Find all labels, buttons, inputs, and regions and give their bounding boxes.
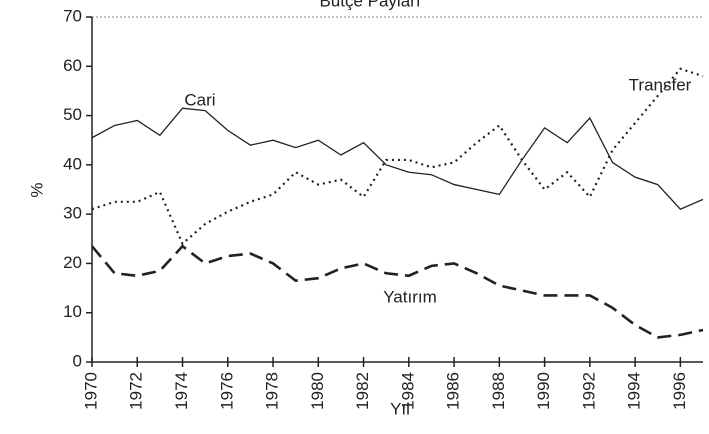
x-tick-label: 1988	[489, 372, 508, 410]
series-label: Cari	[184, 90, 215, 109]
x-tick-label: 1974	[172, 372, 191, 410]
series-label: Transfer	[629, 75, 692, 94]
series-line	[91, 67, 704, 246]
y-tick-label: 60	[63, 56, 82, 75]
y-tick-label: 50	[63, 105, 82, 124]
series-line	[91, 107, 704, 210]
x-axis-label: Yıl	[390, 399, 410, 418]
x-tick-label: 1982	[353, 372, 372, 410]
x-tick-label: 1986	[444, 372, 463, 410]
y-tick-label: 10	[63, 302, 82, 321]
x-tick-label: 1994	[625, 372, 644, 410]
series-line	[91, 244, 704, 339]
x-tick-label: 1992	[579, 372, 598, 410]
x-tick-label: 1984	[398, 372, 417, 410]
x-tick-label: 1976	[217, 372, 236, 410]
x-tick-label: 1990	[534, 372, 553, 410]
x-tick-label: 1970	[81, 372, 100, 410]
y-tick-label: 70	[63, 6, 82, 25]
y-tick-label: 40	[63, 154, 82, 173]
y-tick-label: 0	[73, 351, 82, 370]
x-tick-label: 1996	[670, 372, 689, 410]
y-axis-label: %	[27, 182, 46, 197]
series-label: Yatırım	[383, 287, 437, 306]
y-tick-label: 30	[63, 204, 82, 223]
x-tick-label: 1980	[308, 372, 327, 410]
x-tick-label: 1972	[127, 372, 146, 410]
x-tick-label: 1978	[263, 372, 282, 410]
chart-title: Bütçe Payları	[319, 0, 420, 10]
y-tick-label: 20	[63, 253, 82, 272]
